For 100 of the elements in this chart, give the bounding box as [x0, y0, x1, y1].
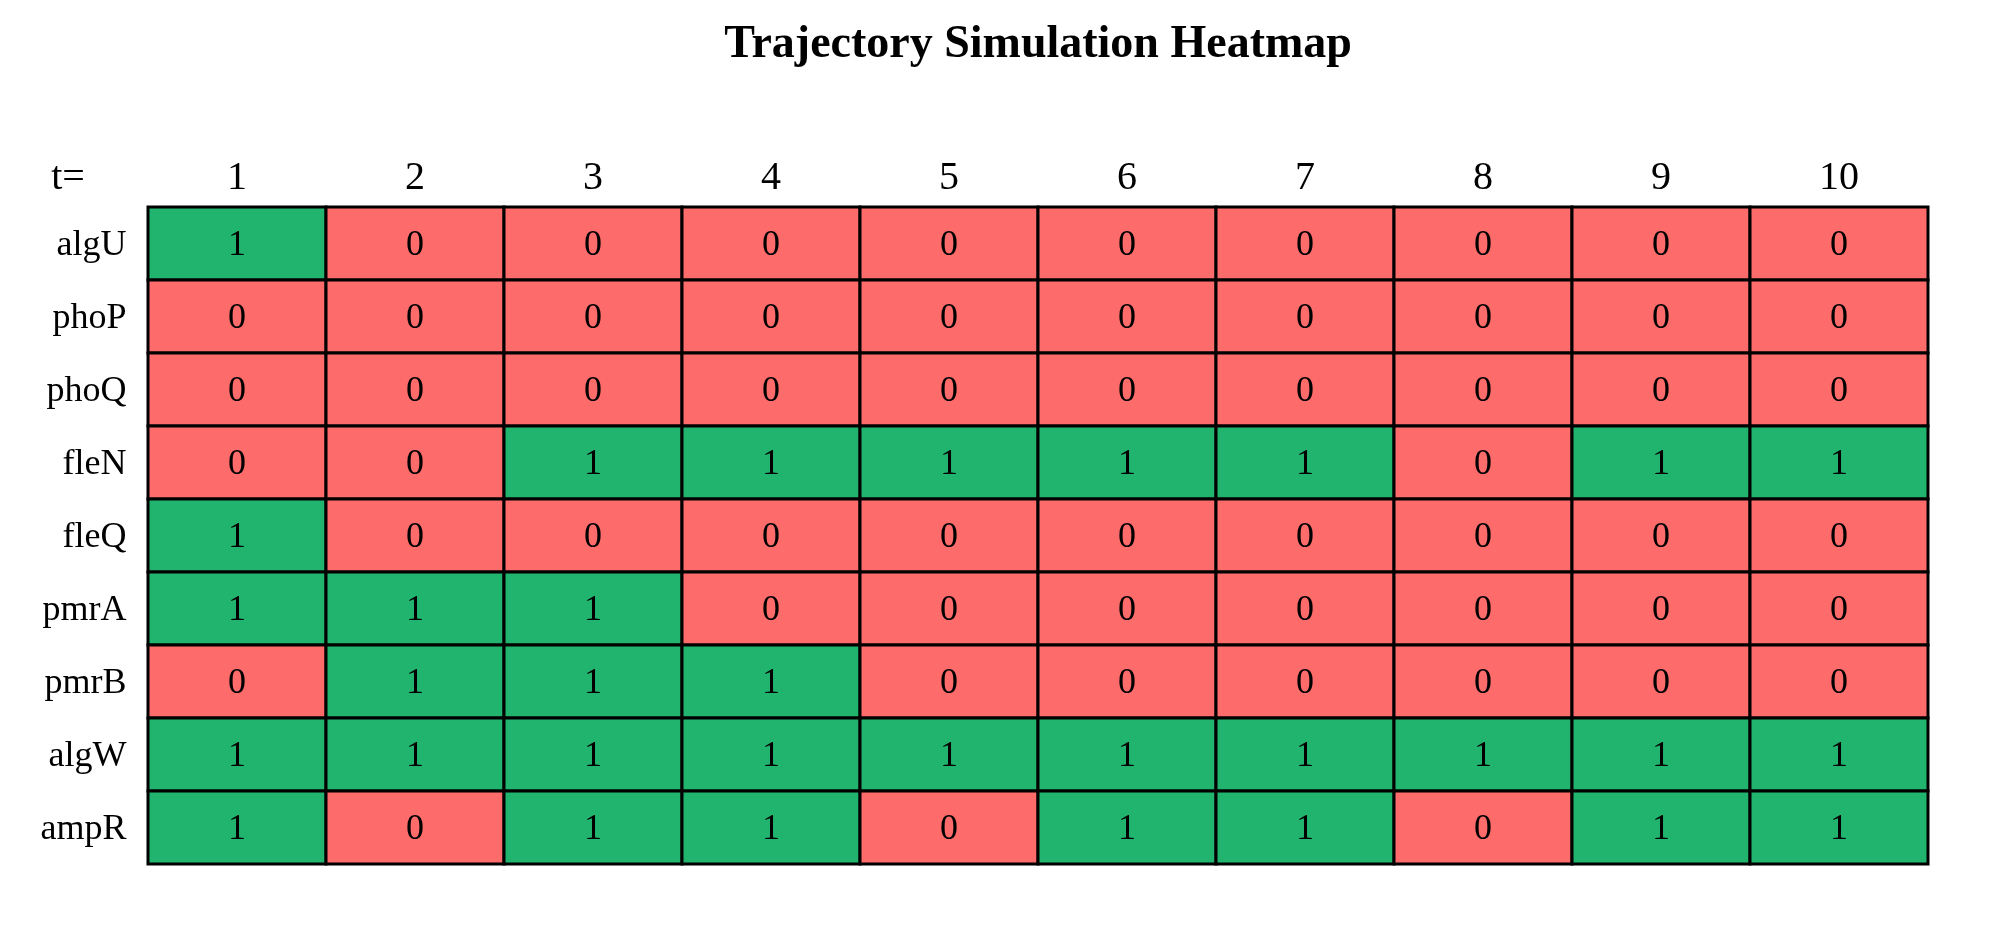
data-label: 0	[940, 514, 958, 555]
y-tick-label: algU	[56, 222, 127, 263]
data-label: 0	[228, 441, 246, 482]
data-label: 1	[584, 660, 602, 701]
data-label: 0	[940, 368, 958, 409]
data-label: 0	[406, 514, 424, 555]
data-label: 0	[1118, 660, 1136, 701]
data-label: 1	[1830, 441, 1848, 482]
data-label: 0	[1296, 514, 1314, 555]
data-label: 0	[762, 368, 780, 409]
data-label: 0	[1652, 514, 1670, 555]
data-label: 0	[1474, 806, 1492, 847]
data-label: 0	[762, 514, 780, 555]
data-label: 1	[1296, 733, 1314, 774]
data-label: 1	[406, 587, 424, 628]
data-label: 0	[940, 295, 958, 336]
data-label: 0	[406, 222, 424, 263]
data-label: 1	[584, 441, 602, 482]
data-label: 1	[940, 733, 958, 774]
y-tick-label: ampR	[40, 806, 127, 847]
data-label: 0	[1474, 441, 1492, 482]
y-tick-label: pmrB	[44, 660, 127, 701]
data-label: 1	[1830, 733, 1848, 774]
data-label: 0	[1296, 368, 1314, 409]
data-label: 0	[1652, 295, 1670, 336]
data-label: 0	[228, 295, 246, 336]
x-tick-label: 6	[1117, 153, 1137, 198]
data-label: 0	[584, 368, 602, 409]
x-tick-label: 10	[1819, 153, 1859, 198]
x-tick-label: 9	[1651, 153, 1671, 198]
data-label: 1	[1652, 441, 1670, 482]
data-label: 0	[1118, 368, 1136, 409]
data-label: 0	[1296, 222, 1314, 263]
x-tick-label: 2	[405, 153, 425, 198]
data-label: 1	[228, 514, 246, 555]
data-label: 0	[1830, 222, 1848, 263]
data-label: 0	[762, 222, 780, 263]
data-label: 0	[1474, 222, 1492, 263]
data-label: 1	[1830, 806, 1848, 847]
data-label: 0	[584, 295, 602, 336]
data-label: 0	[1830, 368, 1848, 409]
data-label: 0	[1474, 660, 1492, 701]
data-label: 0	[584, 222, 602, 263]
data-label: 1	[406, 733, 424, 774]
y-tick-label: fleN	[62, 441, 127, 482]
data-label: 1	[1118, 733, 1136, 774]
data-label: 1	[1118, 441, 1136, 482]
data-label: 1	[228, 806, 246, 847]
data-label: 0	[406, 441, 424, 482]
data-label: 0	[1652, 222, 1670, 263]
data-label: 0	[1830, 295, 1848, 336]
data-label: 0	[1474, 514, 1492, 555]
data-label: 1	[1296, 806, 1314, 847]
data-label: 0	[406, 295, 424, 336]
x-tick-label: 4	[761, 153, 781, 198]
data-label: 1	[1474, 733, 1492, 774]
y-tick-label: pmrA	[42, 587, 127, 628]
data-label: 0	[1474, 587, 1492, 628]
data-label: 0	[1296, 660, 1314, 701]
data-label: 0	[406, 368, 424, 409]
data-label: 0	[762, 295, 780, 336]
data-label: 1	[1652, 806, 1670, 847]
data-label: 0	[1474, 368, 1492, 409]
data-label: 1	[228, 733, 246, 774]
x-axis-title: t=	[51, 153, 85, 198]
data-label: 1	[1652, 733, 1670, 774]
data-label: 0	[584, 514, 602, 555]
x-tick-label: 7	[1295, 153, 1315, 198]
data-label: 1	[762, 660, 780, 701]
y-tick-label: phoP	[52, 295, 127, 336]
data-label: 0	[1118, 514, 1136, 555]
data-label: 0	[940, 587, 958, 628]
data-label: 1	[584, 733, 602, 774]
data-label: 0	[1474, 295, 1492, 336]
data-label: 0	[1118, 295, 1136, 336]
data-label: 0	[1830, 660, 1848, 701]
data-label: 1	[584, 587, 602, 628]
data-label: 0	[228, 660, 246, 701]
y-tick-label: algW	[48, 733, 127, 774]
data-label: 1	[940, 441, 958, 482]
data-label: 0	[1830, 587, 1848, 628]
data-label: 1	[406, 660, 424, 701]
data-label: 0	[1296, 587, 1314, 628]
data-label: 0	[762, 587, 780, 628]
data-label: 1	[762, 441, 780, 482]
y-tick-label: phoQ	[46, 368, 127, 409]
data-label: 0	[1652, 587, 1670, 628]
x-tick-label: 3	[583, 153, 603, 198]
data-label: 0	[1118, 587, 1136, 628]
y-tick-label: fleQ	[62, 514, 127, 555]
data-label: 0	[1652, 368, 1670, 409]
x-tick-label: 8	[1473, 153, 1493, 198]
data-label: 0	[1652, 660, 1670, 701]
x-tick-label: 5	[939, 153, 959, 198]
data-label: 1	[1118, 806, 1136, 847]
data-label: 1	[228, 587, 246, 628]
data-label: 0	[940, 660, 958, 701]
data-label: 1	[228, 222, 246, 263]
x-tick-label: 1	[227, 153, 247, 198]
data-label: 1	[1296, 441, 1314, 482]
